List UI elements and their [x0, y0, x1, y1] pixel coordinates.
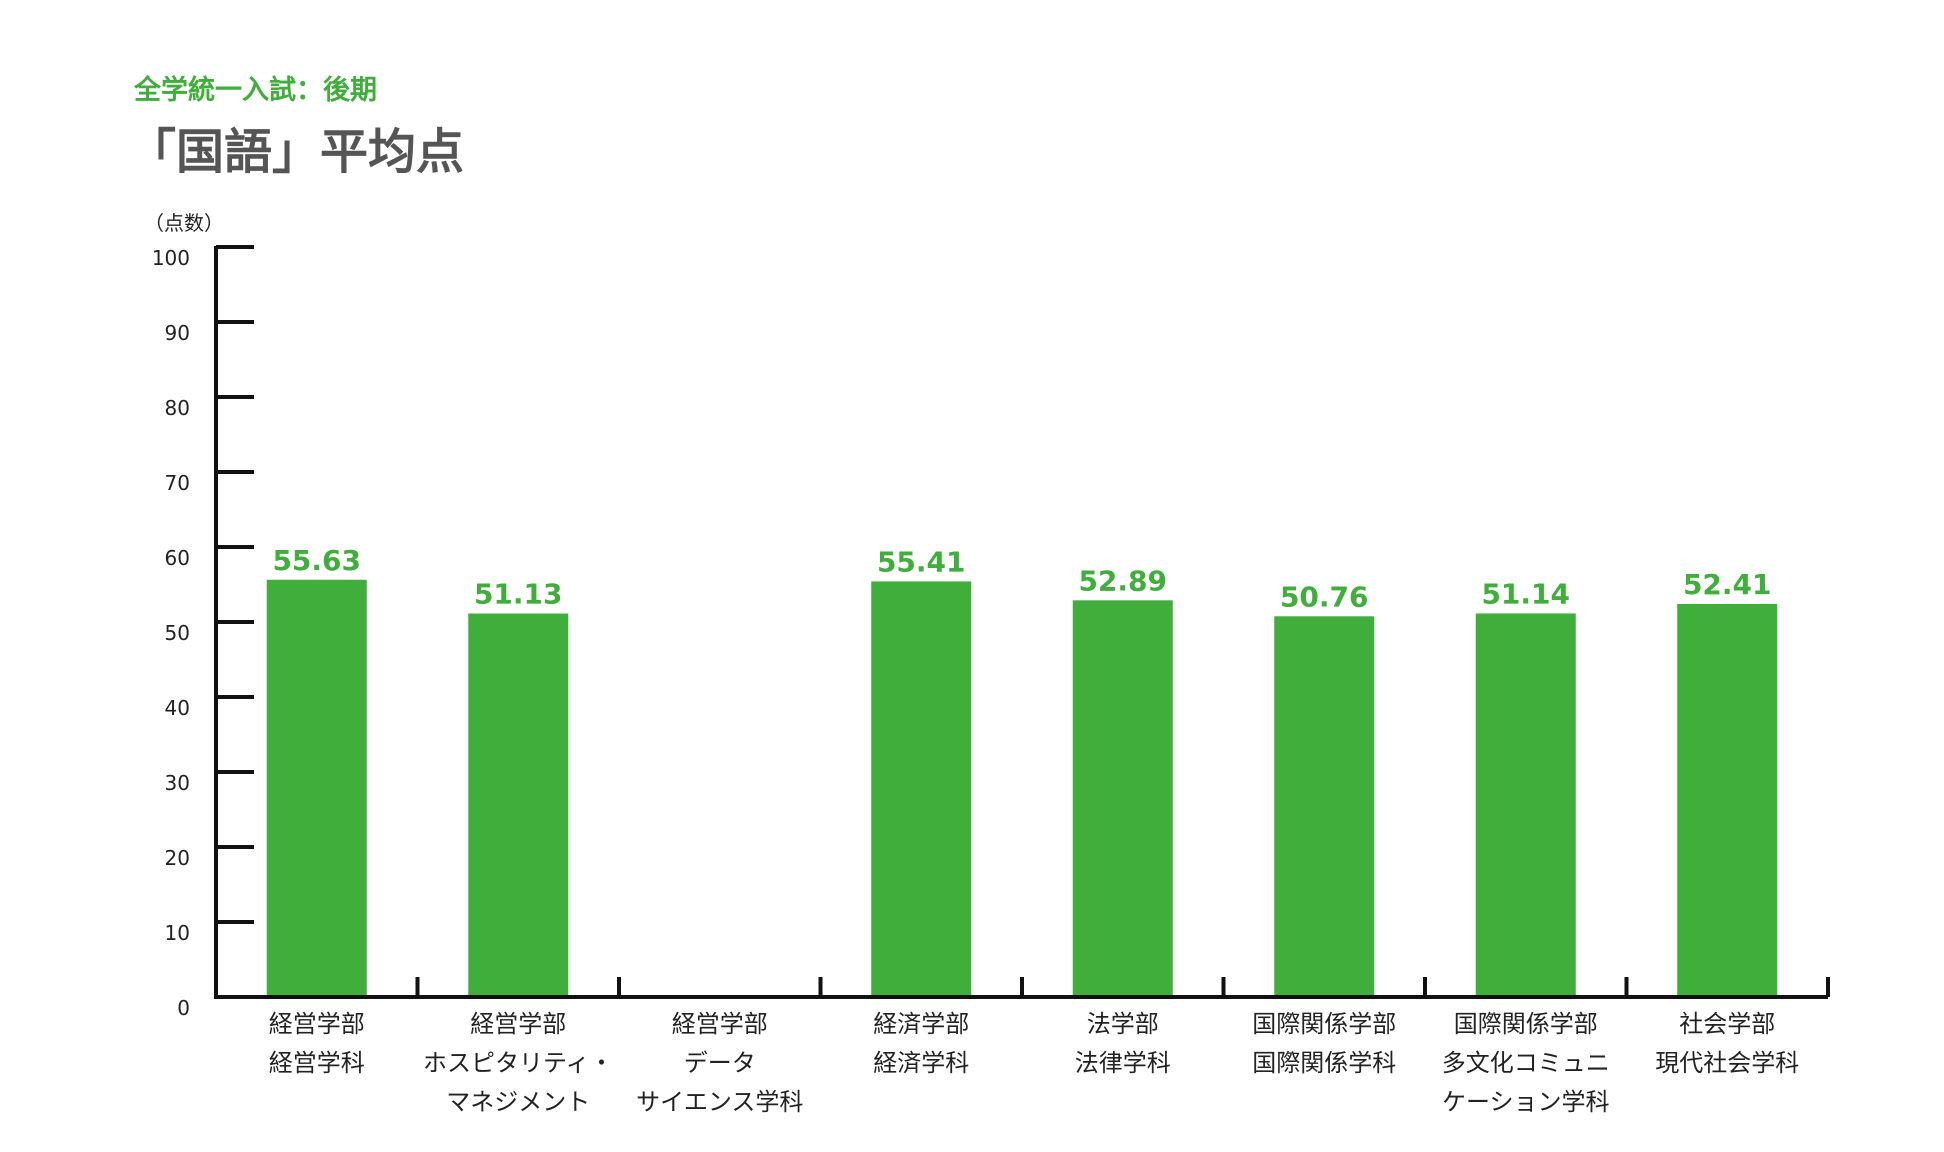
x-category-label: 国際関係学部 — [1252, 1010, 1396, 1038]
x-category-label: 経営学部 — [672, 1010, 768, 1038]
x-category-label: 法律学科 — [1075, 1049, 1171, 1077]
x-category-label: 国際関係学科 — [1252, 1049, 1396, 1077]
bar — [1072, 600, 1173, 995]
y-tick-label: 50 — [165, 621, 190, 645]
y-axis-unit-label: （点数） — [144, 211, 224, 235]
x-category-label: 経営学部 — [269, 1010, 365, 1038]
x-category-label: 現代社会学科 — [1655, 1049, 1799, 1077]
y-tick-label: 60 — [165, 546, 190, 570]
x-category-label: 多文化コミュニ — [1442, 1049, 1610, 1077]
chart-subtitle: 全学統一入試：後期 — [134, 75, 377, 106]
y-tick-label: 90 — [165, 321, 190, 345]
bar — [468, 613, 569, 995]
x-category-label: マネジメント — [446, 1088, 590, 1116]
bar — [1475, 613, 1576, 995]
x-category-label: データ — [684, 1049, 756, 1077]
bar-value-label: 55.41 — [877, 545, 966, 578]
x-category-label: 経営学科 — [269, 1049, 365, 1077]
bar-value-label: 52.41 — [1683, 568, 1772, 601]
bar — [266, 579, 367, 995]
x-category-label: 国際関係学部 — [1454, 1010, 1598, 1038]
y-tick-label: 10 — [165, 921, 190, 945]
y-tick-label: 40 — [165, 696, 190, 720]
x-category-label: 経済学部 — [873, 1010, 969, 1038]
x-category-label: 経済学科 — [873, 1049, 969, 1077]
bar-value-label: 51.14 — [1481, 577, 1570, 610]
bar-value-label: 50.76 — [1280, 580, 1369, 613]
bar — [871, 581, 972, 995]
x-category-label: ホスピタリティ・ — [423, 1049, 614, 1077]
bar-value-label: 55.63 — [272, 544, 361, 577]
y-tick-label: 30 — [165, 771, 190, 795]
y-tick-label: 0 — [177, 996, 190, 1020]
y-tick-label: 100 — [152, 246, 190, 270]
chart-title: 「国語」平均点 — [128, 124, 465, 180]
bar-value-label: 51.13 — [474, 578, 563, 611]
x-category-label: 社会学部 — [1679, 1010, 1775, 1038]
bar-value-label: 52.89 — [1078, 564, 1167, 597]
y-tick-label: 80 — [165, 396, 190, 420]
bar — [1677, 603, 1778, 995]
y-tick-label: 70 — [165, 471, 190, 495]
x-category-label: 経営学部 — [470, 1010, 566, 1038]
x-category-label: ケーション学科 — [1442, 1088, 1610, 1116]
y-tick-label: 20 — [165, 846, 190, 870]
x-category-label: 法学部 — [1087, 1010, 1159, 1038]
bar — [1274, 616, 1375, 995]
x-category-label: サイエンス学科 — [636, 1088, 803, 1116]
